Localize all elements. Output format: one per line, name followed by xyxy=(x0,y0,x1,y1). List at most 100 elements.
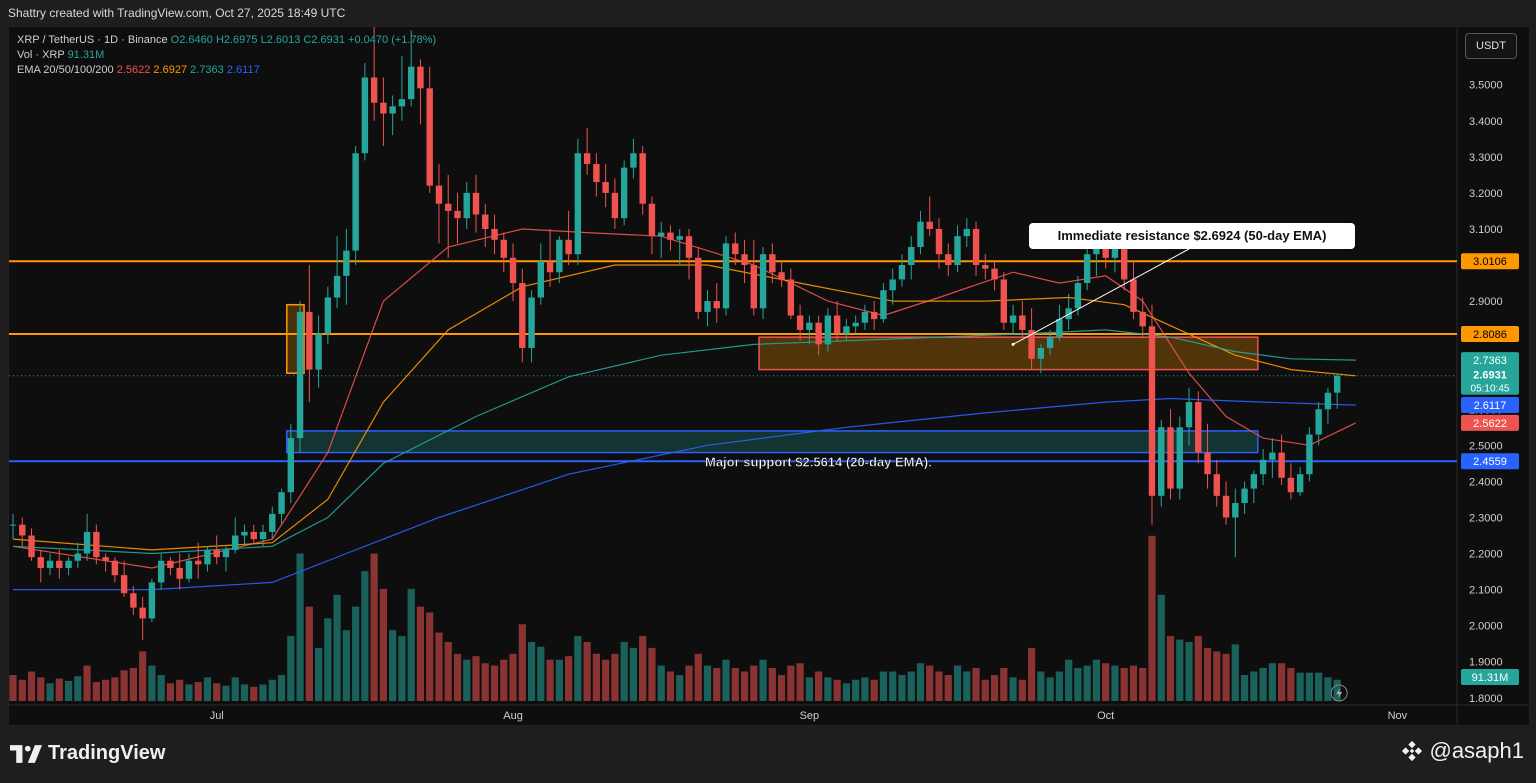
volume-bar xyxy=(1287,667,1295,701)
volume-bar xyxy=(361,571,369,701)
candle-body xyxy=(37,557,44,568)
resistance-callout-text: Immediate resistance $2.6924 (50-day EMA… xyxy=(1058,228,1327,243)
candle-body xyxy=(778,272,785,280)
volume-bar xyxy=(74,676,82,701)
symbol-info[interactable]: XRP / TetherUS · 1D · Binance xyxy=(17,34,168,46)
callout-leader-line xyxy=(1012,248,1190,345)
candle-body xyxy=(130,593,137,608)
candle-body xyxy=(74,553,82,561)
ema50-value: 2.6927 xyxy=(153,64,188,76)
ema-line xyxy=(12,329,1356,555)
open-value: O2.6460 xyxy=(170,34,213,46)
candle-body xyxy=(65,560,72,568)
ema200-value: 2.6117 xyxy=(226,64,260,76)
volume-value: 91.31M xyxy=(67,49,105,61)
volume-bar xyxy=(602,659,610,701)
volume-bar xyxy=(815,671,823,701)
candle-body xyxy=(1306,434,1313,475)
volume-label[interactable]: Vol · XRP xyxy=(17,49,65,61)
volume-bar xyxy=(768,667,776,701)
change-value: +0.0470 (+1.78%) xyxy=(348,34,437,46)
candle-body xyxy=(28,535,35,558)
ema100-value: 2.7363 xyxy=(190,64,224,76)
volume-bar xyxy=(666,671,675,701)
candle-body xyxy=(982,265,989,269)
volume-bar xyxy=(972,667,980,701)
volume-bar xyxy=(676,675,684,701)
chart-panel[interactable]: 3.60003.50003.40003.30003.20003.10003.00… xyxy=(8,26,1530,726)
candle-body xyxy=(222,549,230,558)
candle-body xyxy=(843,326,850,334)
volume-bar xyxy=(889,671,897,701)
volume-bar xyxy=(1065,659,1073,701)
volume-bar xyxy=(1333,679,1341,701)
candle-body xyxy=(639,153,646,204)
candle-body xyxy=(1222,495,1230,518)
candle-body xyxy=(519,283,526,348)
volume-bar xyxy=(787,665,795,701)
candle-body xyxy=(833,315,841,334)
support-annotation-text: Major support $2.5614 (20-day EMA). xyxy=(705,454,932,469)
resistance-zone xyxy=(758,336,1259,371)
volume-bar xyxy=(324,618,332,701)
currency-button[interactable]: USDT xyxy=(1465,33,1517,59)
volume-bar xyxy=(1315,672,1323,701)
volume-bar xyxy=(55,678,63,701)
volume-bar xyxy=(1240,675,1249,701)
volume-bar xyxy=(527,642,536,701)
ema-label[interactable]: EMA 20/50/100/200 xyxy=(17,64,114,76)
price-axis-badge-text: 2.5622 xyxy=(1473,418,1507,430)
candle-body xyxy=(195,560,202,565)
candle-body xyxy=(1269,452,1276,460)
price-tick-label: 3.2000 xyxy=(1469,188,1503,200)
volume-bar xyxy=(583,642,591,701)
candle-body xyxy=(750,265,757,309)
candle-body xyxy=(1296,474,1304,493)
candle-body xyxy=(1213,474,1220,496)
volume-bar xyxy=(1250,671,1258,701)
volume-bar xyxy=(648,647,656,701)
volume-bar xyxy=(509,653,517,701)
volume-bar xyxy=(1083,665,1091,701)
candle-body xyxy=(185,560,193,579)
volume-bar xyxy=(426,612,434,701)
price-tick-label: 2.9000 xyxy=(1469,296,1503,308)
volume-bar xyxy=(759,659,767,701)
candle-body xyxy=(824,315,832,345)
candle-body xyxy=(46,560,54,568)
candle-body xyxy=(1167,427,1174,489)
volume-bar xyxy=(1194,636,1202,701)
candle-body xyxy=(343,250,350,276)
volume-bar xyxy=(1102,663,1110,701)
volume-bar xyxy=(824,677,832,701)
candle-body xyxy=(611,192,619,219)
volume-bar xyxy=(833,679,841,701)
volume-bar xyxy=(92,682,100,701)
candle-body xyxy=(19,524,26,536)
candlestick-chart[interactable]: 3.60003.50003.40003.30003.20003.10003.00… xyxy=(9,27,1529,725)
binance-diamond-icon xyxy=(1402,740,1423,762)
volume-bar xyxy=(1139,667,1147,701)
volume-bar xyxy=(157,675,165,701)
volume-bar xyxy=(222,685,230,701)
candle-body xyxy=(815,322,822,345)
candle-body xyxy=(333,275,341,298)
volume-bar xyxy=(444,642,452,701)
candle-body xyxy=(963,228,970,237)
candle-body xyxy=(991,268,998,280)
candle-body xyxy=(880,290,887,320)
volume-bar xyxy=(694,653,702,701)
candle-body xyxy=(1130,279,1137,312)
chart-legend: XRP / TetherUS · 1D · Binance O2.6460 H2… xyxy=(17,33,436,78)
candle-body xyxy=(1046,337,1054,348)
volume-bar xyxy=(102,679,110,701)
candle-body xyxy=(602,182,609,193)
candle-body xyxy=(148,582,156,619)
candle-body xyxy=(574,153,582,255)
candle-body xyxy=(1195,402,1202,453)
volume-bar xyxy=(879,671,888,701)
volume-bar xyxy=(407,588,415,701)
candle-body xyxy=(167,560,174,568)
volume-bar xyxy=(463,659,471,701)
candle-body xyxy=(398,99,406,107)
